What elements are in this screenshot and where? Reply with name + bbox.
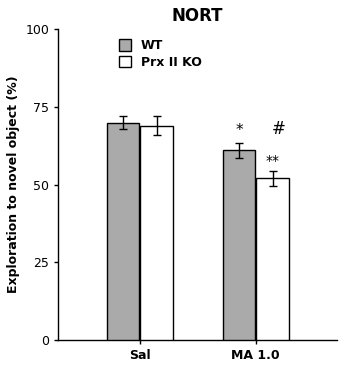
Bar [223,151,255,340]
Text: **: ** [266,154,280,168]
Legend: WT, Prx II KO: WT, Prx II KO [115,35,206,73]
Text: *: * [235,123,243,138]
Title: NORT: NORT [172,7,224,25]
Text: #: # [271,120,286,138]
Bar [140,125,173,340]
Bar [256,179,289,340]
Bar [107,123,139,340]
Y-axis label: Exploration to novel object (%): Exploration to novel object (%) [7,76,20,293]
